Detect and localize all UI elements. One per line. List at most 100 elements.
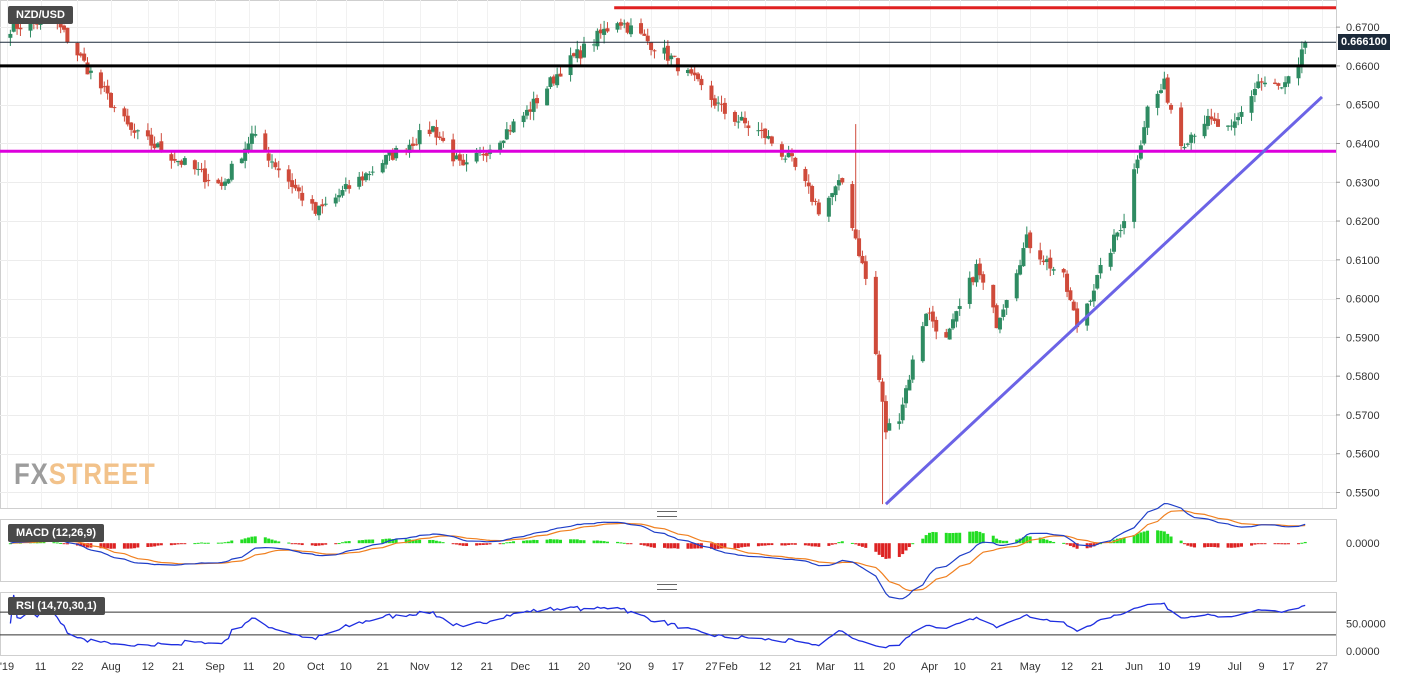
candle-body — [997, 317, 1002, 330]
x-tick-label: 10 — [1158, 661, 1170, 673]
macd-histogram-bar — [522, 540, 526, 544]
candle — [441, 131, 446, 143]
candle — [1279, 87, 1284, 90]
macd-histogram-bar — [881, 543, 885, 558]
candle-body — [437, 136, 442, 139]
candle — [1158, 83, 1163, 94]
macd-histogram-bar — [1122, 537, 1126, 544]
candle — [135, 129, 140, 140]
macd-histogram-bar — [652, 543, 656, 548]
candle — [813, 198, 818, 206]
candle-body — [427, 129, 432, 134]
candle — [1185, 142, 1190, 147]
candle — [746, 120, 751, 136]
candle — [239, 157, 244, 164]
candle — [1189, 132, 1194, 151]
candle — [967, 271, 972, 309]
candle-body — [602, 28, 607, 35]
candle — [897, 413, 902, 430]
candle — [229, 160, 234, 182]
candle — [1038, 242, 1043, 265]
macd-histogram-bar — [1213, 543, 1217, 548]
candle — [991, 284, 996, 314]
candle-body — [88, 70, 93, 73]
candle-body — [1001, 309, 1006, 317]
candle-body — [954, 311, 959, 322]
candle — [1115, 231, 1120, 241]
candle-body — [276, 168, 281, 171]
y-tick-label: 0.5800 — [1346, 371, 1380, 383]
candle-body — [944, 332, 949, 338]
macd-histogram-bar — [485, 543, 489, 545]
pane-resize-handle-rsi[interactable] — [657, 584, 677, 590]
macd-histogram-bar — [1209, 543, 1213, 547]
candle — [910, 355, 915, 383]
macd-histogram-bar — [1045, 539, 1049, 544]
candle-body — [102, 86, 107, 88]
candle-body — [746, 125, 751, 129]
macd-histogram-bar — [1233, 543, 1237, 548]
macd-histogram-bar — [766, 543, 770, 546]
macd-histogram-bar — [760, 543, 764, 546]
candle — [1169, 103, 1174, 114]
candle — [689, 67, 694, 76]
macd-histogram-bar — [834, 543, 838, 545]
candle-body — [907, 379, 912, 391]
candle-body — [810, 186, 815, 202]
macd-histogram-bar — [1048, 540, 1052, 544]
macd-histogram-bar — [1015, 539, 1019, 544]
candle — [145, 123, 150, 140]
candle-body — [863, 261, 868, 279]
macd-histogram-bar — [361, 540, 365, 544]
candle — [810, 184, 815, 206]
candle-body — [105, 85, 110, 94]
macd-histogram-bar — [595, 540, 599, 544]
candle — [300, 185, 305, 207]
symbol-label[interactable]: NZD/USD — [8, 6, 73, 24]
candle-body — [1044, 259, 1049, 263]
candle-body — [357, 176, 362, 187]
pane-resize-handle-macd[interactable] — [657, 511, 677, 517]
macd-histogram-bar — [183, 543, 187, 545]
candle — [1155, 90, 1160, 116]
candle-body — [692, 72, 697, 76]
macd-histogram-bar — [770, 543, 774, 546]
macd-histogram-bar — [1146, 530, 1150, 544]
macd-histogram-bar — [441, 542, 445, 544]
candle — [598, 23, 603, 39]
candle-body — [360, 176, 365, 181]
candle — [172, 150, 177, 164]
rsi-label[interactable]: RSI (14,70,30,1) — [8, 597, 105, 615]
y-tick-label: 0.6000 — [1346, 294, 1380, 306]
candle — [223, 178, 228, 191]
macd-histogram-bar — [629, 543, 633, 545]
candle — [1142, 120, 1147, 146]
macd-histogram-bar — [86, 543, 90, 548]
candle-body — [498, 142, 503, 151]
macd-label[interactable]: MACD (12,26,9) — [8, 524, 105, 542]
macd-histogram-bar — [813, 543, 817, 547]
candle-body — [508, 130, 513, 132]
macd-histogram-bar — [1075, 543, 1079, 549]
macd-histogram-bar — [8, 543, 12, 545]
macd-histogram-bar — [99, 543, 103, 549]
y-tick-label: 0.6400 — [1346, 138, 1380, 150]
macd-histogram-bar — [381, 539, 385, 544]
macd-histogram-bar — [505, 542, 509, 544]
candle-body — [1118, 230, 1123, 232]
candle — [1001, 304, 1006, 321]
candle — [1239, 106, 1244, 124]
candle-body — [1024, 234, 1029, 248]
macd-histogram-bar — [971, 531, 975, 544]
macd-histogram-bar — [488, 543, 492, 545]
macd-histogram-bar — [1229, 543, 1233, 548]
candle — [628, 18, 633, 38]
macd-histogram-bar — [102, 543, 106, 549]
candle-body — [410, 143, 415, 146]
macd-histogram-bar — [572, 539, 576, 544]
candle — [179, 159, 184, 168]
candle-body — [545, 88, 550, 106]
y-tick-label: 0.6500 — [1346, 100, 1380, 112]
candle — [1296, 57, 1301, 86]
